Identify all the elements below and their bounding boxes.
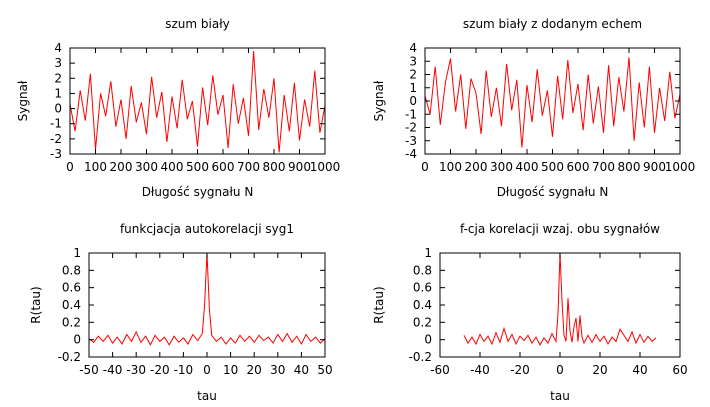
x-tick-label: 600 [567,160,590,174]
plot-frame [88,252,326,358]
y-axis-label: R(tau) [29,286,43,323]
x-tick-label: 300 [490,160,513,174]
x-tick-label: -20 [150,363,170,377]
x-tick-label: -10 [174,363,194,377]
x-tick-label: 50 [317,363,332,377]
x-tick-label: 20 [247,363,262,377]
x-tick-label: -50 [79,363,99,377]
data-series-line-1 [89,253,325,346]
chart-3: funkcjacja autokorelacji syg1 tau R(tau) -5… [29,222,333,403]
x-tick-label: 1000 [310,160,341,174]
y-axis-label: Sygnał [372,80,386,121]
y-tick-label: -2 [405,121,417,135]
x-tick-label: 200 [465,160,488,174]
chart-title: f-cja korelacji wzaj. obu sygnałów [460,222,660,236]
x-tick-label: 100 [439,160,462,174]
chart-4: f-cja korelacji wzaj. obu sygnałów tau R(t… [372,222,688,403]
y-tick-label: 1 [424,246,432,260]
x-tick-label: 10 [223,363,238,377]
x-tick-label: 200 [110,160,133,174]
x-axis-label: Długość sygnału N [497,185,609,199]
x-tick-label: 100 [84,160,107,174]
x-tick-label: 500 [541,160,564,174]
y-tick-label: -1 [405,107,417,121]
data-series-line-1 [463,253,657,346]
x-tick-label: 0 [421,160,429,174]
x-tick-label: 0 [556,363,564,377]
y-tick-label: 0.6 [62,281,81,295]
y-tick-label: 1 [73,246,81,260]
y-tick-label: -3 [405,134,417,148]
x-tick-label: -20 [510,363,530,377]
y-tick-label: 0 [409,94,417,108]
chart-title: szum biały z dodanym echem [463,17,642,31]
y-tick-label: 0.8 [62,263,81,277]
x-tick-label: 60 [672,363,687,377]
y-tick-label: 2 [409,68,417,82]
y-tick-label: 4 [409,41,417,55]
y-tick-label: 0.2 [413,315,432,329]
y-tick-label: 3 [54,56,62,70]
y-tick-label: -3 [50,147,62,161]
y-tick-label: 0 [424,333,432,347]
y-tick-label: -4 [405,147,417,161]
x-axis-label: tau [550,389,570,403]
x-tick-label: 600 [212,160,235,174]
x-tick-label: 900 [288,160,311,174]
x-tick-label: 20 [592,363,607,377]
data-series-line-1 [425,57,680,148]
y-tick-label: 0 [73,333,81,347]
x-tick-label: -40 [103,363,123,377]
x-tick-label: 40 [294,363,309,377]
x-tick-label: 800 [618,160,641,174]
y-tick-label: 0.2 [62,315,81,329]
y-tick-label: 0.8 [413,263,432,277]
y-tick-label: -0.2 [409,350,432,364]
y-tick-label: 0 [54,102,62,116]
y-tick-label: -1 [50,117,62,131]
y-tick-label: -0.2 [58,350,81,364]
chart-title: funkcjacja autokorelacji syg1 [120,222,294,236]
x-tick-label: 500 [186,160,209,174]
y-tick-label: 2 [54,71,62,85]
y-axis-label: Sygnał [16,80,30,121]
data-series-line-1 [70,50,325,153]
x-tick-label: 1000 [665,160,696,174]
chart-title: szum biały [165,17,229,31]
x-tick-label: 700 [237,160,260,174]
x-tick-label: 400 [516,160,539,174]
x-tick-label: 0 [66,160,74,174]
x-tick-label: 300 [135,160,158,174]
y-axis-label: R(tau) [372,286,386,323]
y-tick-label: -2 [50,132,62,146]
x-tick-label: 700 [592,160,615,174]
x-axis-label: Długość sygnału N [142,185,254,199]
x-tick-label: 40 [632,363,647,377]
x-axis-label: tau [197,389,217,403]
x-tick-label: -60 [430,363,450,377]
y-tick-label: 4 [54,41,62,55]
x-tick-label: 400 [161,160,184,174]
y-tick-label: 1 [54,86,62,100]
x-tick-label: 800 [263,160,286,174]
y-tick-label: 0.6 [413,281,432,295]
x-tick-label: 900 [643,160,666,174]
x-tick-label: -40 [470,363,490,377]
chart-2: szum biały z dodanym echem Długość sygnał… [372,17,695,199]
chart-1: szum biały Długość sygnału N Sygnał 0 100 200… [16,17,340,199]
x-tick-label: 30 [270,363,285,377]
y-tick-label: 1 [409,81,417,95]
x-tick-label: 0 [203,363,211,377]
x-tick-label: -30 [126,363,146,377]
y-tick-label: 0.4 [413,298,432,312]
y-tick-label: 0.4 [62,298,81,312]
y-tick-label: 3 [409,54,417,68]
